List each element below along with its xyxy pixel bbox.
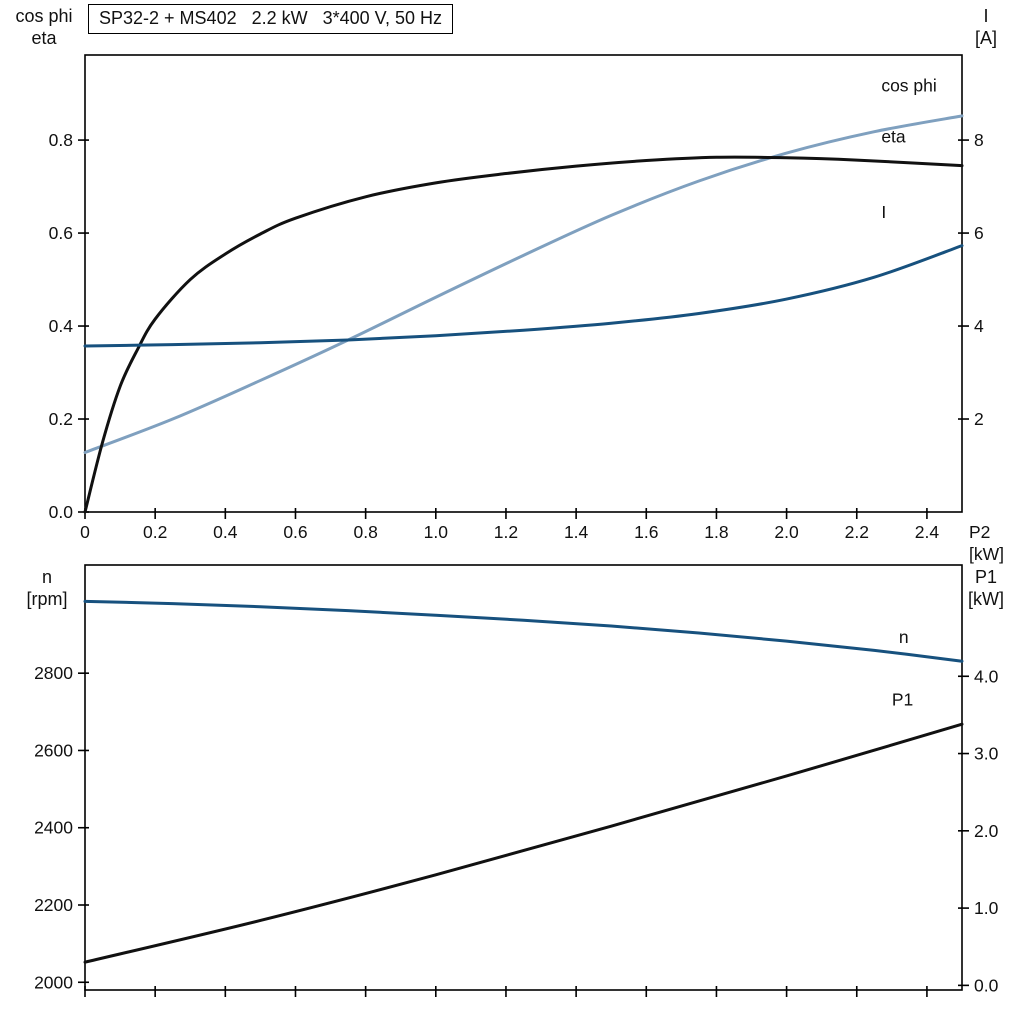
- y-left-tick-label: 2400: [34, 818, 73, 838]
- y-right-tick-label: 2: [974, 409, 984, 429]
- y-right-tick-label: 0.0: [974, 975, 999, 995]
- x-tick-label: 1.8: [704, 522, 728, 542]
- x-tick-label: 0.4: [213, 522, 238, 542]
- bottom-chart-svg: 2000 2200 2400 2600 2800 0.0 1.0 2.0 3.0 4.0 n P1: [34, 564, 999, 997]
- axis-title-current: I: [983, 6, 989, 26]
- x-tick-label: 0.2: [143, 522, 167, 542]
- axis-title-p1: P1: [974, 567, 998, 587]
- y-right-tick-label: 8: [974, 130, 984, 150]
- series-n-curve: [83, 599, 964, 663]
- axis-title-current-unit: [A]: [974, 28, 997, 48]
- curve-label-n: n: [899, 627, 909, 647]
- top-chart-svg: 0 0.2 0.4 0.6 0.8 1.0 1.2 1.4 1.6 1.8 2.0 2.2 2.4 0.0…: [49, 54, 984, 542]
- x-tick-label: 2.4: [915, 522, 940, 542]
- y-right-tick-label: 4: [974, 316, 984, 336]
- series-cos-phi-curve: [83, 114, 964, 454]
- y-right-tick-label: 6: [974, 223, 984, 243]
- bottom-chart: 2000 2200 2400 2600 2800 0.0 1.0 2.0 3.0 4.0 n P1: [0, 545, 1024, 1024]
- y-right-tick-label: 1.0: [974, 898, 999, 918]
- x-tick-label: 0: [80, 522, 90, 542]
- y-left-tick-label: 0.4: [49, 316, 74, 336]
- bottom-left-axis-title: n [rpm]: [12, 566, 82, 610]
- top-chart: 0 0.2 0.4 0.6 0.8 1.0 1.2 1.4 1.6 1.8 2.0 2.2 2.4 0.0…: [49, 54, 984, 542]
- plot-frame: [84, 564, 963, 991]
- series-i-curve: [83, 244, 964, 348]
- series-p1-curve: [83, 722, 964, 964]
- x-tick-label: 0.6: [283, 522, 307, 542]
- curve-label-p1: P1: [892, 690, 913, 710]
- y-left-tick-label: 0.2: [49, 409, 73, 429]
- x-tick-label: 1.4: [564, 522, 589, 542]
- top-left-axis-title: cos phi eta: [6, 5, 82, 49]
- axis-title-cos-phi: cos phi: [15, 6, 73, 26]
- y-left-tick-label: 2200: [34, 895, 73, 915]
- y-left-tick-label: 0.6: [49, 223, 73, 243]
- bottom-right-axis-title: P1 [kW]: [954, 566, 1018, 610]
- axis-title-p1-unit: [kW]: [968, 589, 1004, 609]
- y-right-tick-label: 3.0: [974, 744, 999, 764]
- y-right-tick-label: 2.0: [974, 821, 999, 841]
- axis-title-speed-unit: [rpm]: [26, 589, 68, 609]
- x-axis-title: P2 [kW]: [969, 522, 1004, 564]
- curve-label-cos-phi: cos phi: [881, 75, 936, 95]
- y-left-tick-label: 0.8: [49, 130, 73, 150]
- x-tick-label: 2.0: [774, 522, 799, 542]
- x-tick-label: 2.2: [845, 522, 869, 542]
- axis-title-eta: eta: [31, 28, 57, 48]
- x-tick-label: 1.0: [424, 522, 449, 542]
- curve-label-i: I: [881, 202, 886, 222]
- curve-label-eta: eta: [881, 126, 906, 146]
- x-tick-label: 0.8: [353, 522, 377, 542]
- y-left-tick-label: 2600: [34, 740, 73, 760]
- plot-frame: [84, 54, 963, 513]
- y-left-tick-label: 2000: [34, 972, 73, 992]
- top-right-axis-title: I [A]: [954, 5, 1018, 49]
- y-left-tick-label: 0.0: [49, 502, 74, 522]
- series-eta-curve: [83, 155, 964, 514]
- axis-title-speed: n: [41, 567, 52, 587]
- y-left-tick-label: 2800: [34, 663, 73, 683]
- x-tick-label: 1.2: [494, 522, 518, 542]
- x-tick-label: 1.6: [634, 522, 658, 542]
- y-right-tick-label: 4.0: [974, 666, 999, 686]
- chart-title: SP32-2 + MS402 2.2 kW 3*400 V, 50 Hz: [88, 4, 454, 34]
